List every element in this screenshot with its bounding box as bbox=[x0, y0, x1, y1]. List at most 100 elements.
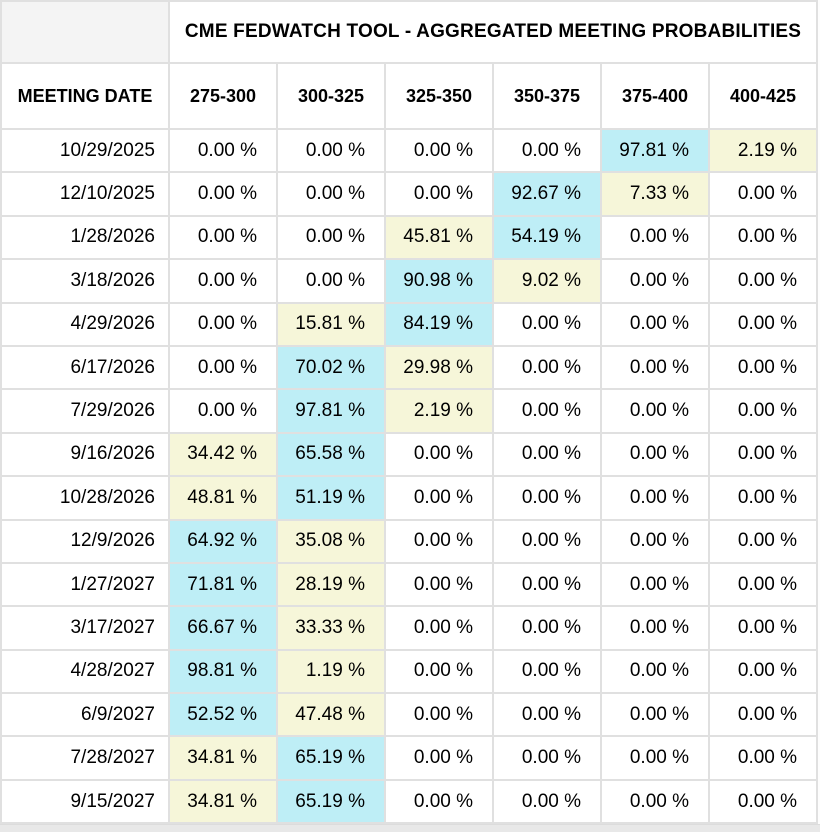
meeting-date-cell: 9/15/2027 bbox=[0, 778, 170, 825]
rate-header-375-400: 375-400 bbox=[600, 62, 710, 130]
probability-cell: 0.00 % bbox=[492, 475, 602, 521]
probability-cell: 0.00 % bbox=[492, 561, 602, 608]
rate-header-400-425: 400-425 bbox=[707, 62, 819, 130]
probability-cell: 0.00 % bbox=[384, 692, 494, 738]
probability-cell: 0.00 % bbox=[492, 648, 602, 695]
probability-cell: 0.00 % bbox=[384, 518, 494, 564]
probability-cell: 52.52 % bbox=[168, 692, 278, 738]
horizontal-scrollbar[interactable] bbox=[0, 824, 820, 832]
meeting-date-cell: 7/29/2026 bbox=[0, 388, 170, 434]
meeting-date-cell: 12/10/2025 bbox=[0, 171, 170, 217]
table-row: 7/29/2026 0.00 % 97.81 % 2.19 % 0.00 % 0.00 %… bbox=[0, 388, 819, 434]
probability-cell: 0.00 % bbox=[600, 778, 710, 825]
probability-cell: 0.00 % bbox=[492, 735, 602, 781]
table-row: 7/28/2027 34.81 % 65.19 % 0.00 % 0.00 % 0.00 … bbox=[0, 735, 819, 781]
probability-cell: 34.81 % bbox=[168, 778, 278, 825]
probability-cell: 0.00 % bbox=[168, 388, 278, 434]
probability-cell: 0.00 % bbox=[707, 388, 819, 434]
probability-cell: 0.00 % bbox=[276, 258, 386, 304]
table-row: 10/29/2025 0.00 % 0.00 % 0.00 % 0.00 % 97.81 … bbox=[0, 127, 819, 174]
meeting-date-cell: 4/28/2027 bbox=[0, 648, 170, 695]
probability-cell: 0.00 % bbox=[276, 127, 386, 174]
probability-cell: 0.00 % bbox=[492, 605, 602, 651]
probability-cell: 0.00 % bbox=[707, 648, 819, 695]
table-row: 10/28/2026 48.81 % 51.19 % 0.00 % 0.00 % 0.00… bbox=[0, 475, 819, 521]
meeting-date-cell: 10/29/2025 bbox=[0, 127, 170, 174]
table-row: 1/27/2027 71.81 % 28.19 % 0.00 % 0.00 % 0.00 … bbox=[0, 561, 819, 608]
table-row: 6/17/2026 0.00 % 70.02 % 29.98 % 0.00 % 0.00 … bbox=[0, 344, 819, 391]
probability-cell: 34.81 % bbox=[168, 735, 278, 781]
table-row: 9/16/2026 34.42 % 65.58 % 0.00 % 0.00 % 0.00 … bbox=[0, 431, 819, 478]
rate-header-350-375: 350-375 bbox=[492, 62, 602, 130]
rate-header-275-300: 275-300 bbox=[168, 62, 278, 130]
probability-cell: 70.02 % bbox=[276, 344, 386, 391]
probability-cell: 0.00 % bbox=[707, 605, 819, 651]
meeting-date-cell: 6/17/2026 bbox=[0, 344, 170, 391]
table-body: 10/29/2025 0.00 % 0.00 % 0.00 % 0.00 % 97.81 … bbox=[0, 127, 819, 825]
probability-cell: 0.00 % bbox=[600, 388, 710, 434]
probability-cell: 0.00 % bbox=[168, 301, 278, 347]
probability-cell: 64.92 % bbox=[168, 518, 278, 564]
probability-cell: 0.00 % bbox=[168, 171, 278, 217]
probability-cell: 0.00 % bbox=[600, 735, 710, 781]
probability-cell: 0.00 % bbox=[276, 214, 386, 261]
probability-cell: 0.00 % bbox=[492, 301, 602, 347]
meeting-date-cell: 1/27/2027 bbox=[0, 561, 170, 608]
probability-cell: 0.00 % bbox=[600, 648, 710, 695]
probability-cell: 0.00 % bbox=[384, 127, 494, 174]
probability-cell: 15.81 % bbox=[276, 301, 386, 347]
rate-header-300-325: 300-325 bbox=[276, 62, 386, 130]
probability-cell: 65.19 % bbox=[276, 735, 386, 781]
probability-cell: 0.00 % bbox=[384, 648, 494, 695]
table-row: 4/29/2026 0.00 % 15.81 % 84.19 % 0.00 % 0.00 … bbox=[0, 301, 819, 347]
probability-cell: 0.00 % bbox=[600, 561, 710, 608]
meeting-date-cell: 1/28/2026 bbox=[0, 214, 170, 261]
probability-cell: 0.00 % bbox=[492, 127, 602, 174]
probability-cell: 0.00 % bbox=[707, 778, 819, 825]
probability-cell: 92.67 % bbox=[492, 171, 602, 217]
probability-cell: 0.00 % bbox=[707, 258, 819, 304]
probability-cell: 0.00 % bbox=[276, 171, 386, 217]
probability-cell: 48.81 % bbox=[168, 475, 278, 521]
probability-cell: 0.00 % bbox=[384, 778, 494, 825]
probability-cell: 47.48 % bbox=[276, 692, 386, 738]
table-row: 12/9/2026 64.92 % 35.08 % 0.00 % 0.00 % 0.00 … bbox=[0, 518, 819, 564]
probability-cell: 0.00 % bbox=[492, 388, 602, 434]
probability-cell: 0.00 % bbox=[492, 778, 602, 825]
probability-cell: 0.00 % bbox=[707, 561, 819, 608]
probability-cell: 0.00 % bbox=[707, 518, 819, 564]
meeting-date-cell: 10/28/2026 bbox=[0, 475, 170, 521]
probability-cell: 0.00 % bbox=[707, 431, 819, 478]
probability-cell: 54.19 % bbox=[492, 214, 602, 261]
column-header-row: MEETING DATE 275-300 300-325 325-350 350-37… bbox=[0, 62, 819, 130]
probability-cell: 0.00 % bbox=[600, 692, 710, 738]
table-row: 6/9/2027 52.52 % 47.48 % 0.00 % 0.00 % 0.00 %… bbox=[0, 692, 819, 738]
probability-cell: 0.00 % bbox=[384, 431, 494, 478]
probability-cell: 65.58 % bbox=[276, 431, 386, 478]
probability-cell: 0.00 % bbox=[600, 431, 710, 478]
probability-cell: 0.00 % bbox=[168, 214, 278, 261]
table-row: 12/10/2025 0.00 % 0.00 % 0.00 % 92.67 % 7.33 … bbox=[0, 171, 819, 217]
probability-cell: 0.00 % bbox=[492, 518, 602, 564]
title-row: CME FEDWATCH TOOL - AGGREGATED MEETING P… bbox=[0, 0, 819, 64]
probability-cell: 97.81 % bbox=[276, 388, 386, 434]
probability-cell: 0.00 % bbox=[492, 431, 602, 478]
probability-cell: 28.19 % bbox=[276, 561, 386, 608]
table-row: 4/28/2027 98.81 % 1.19 % 0.00 % 0.00 % 0.00 %… bbox=[0, 648, 819, 695]
probability-cell: 0.00 % bbox=[707, 692, 819, 738]
probability-cell: 0.00 % bbox=[707, 475, 819, 521]
table-row: 9/15/2027 34.81 % 65.19 % 0.00 % 0.00 % 0.00 … bbox=[0, 778, 819, 825]
probability-cell: 0.00 % bbox=[168, 344, 278, 391]
probability-cell: 0.00 % bbox=[492, 344, 602, 391]
probability-cell: 45.81 % bbox=[384, 214, 494, 261]
probability-cell: 0.00 % bbox=[168, 258, 278, 304]
meeting-date-cell: 4/29/2026 bbox=[0, 301, 170, 347]
probability-cell: 0.00 % bbox=[707, 301, 819, 347]
probability-cell: 0.00 % bbox=[600, 214, 710, 261]
probability-cell: 0.00 % bbox=[384, 605, 494, 651]
probability-cell: 51.19 % bbox=[276, 475, 386, 521]
probability-cell: 7.33 % bbox=[600, 171, 710, 217]
table-title: CME FEDWATCH TOOL - AGGREGATED MEETING P… bbox=[167, 0, 819, 64]
